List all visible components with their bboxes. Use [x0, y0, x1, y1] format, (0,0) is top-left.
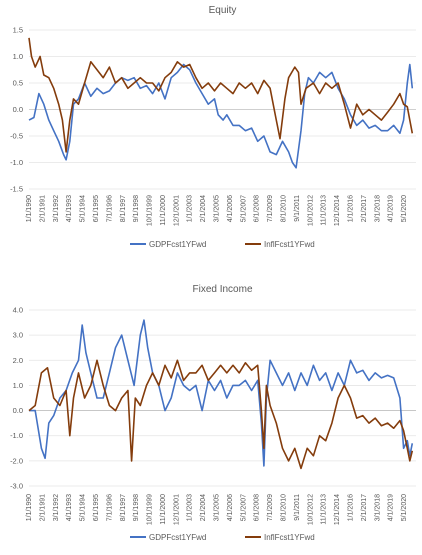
y-tick-label: 1.5 [13, 26, 23, 35]
y-tick-label: 0.0 [13, 105, 23, 114]
y-tick-label: 1.0 [13, 381, 23, 390]
x-tick-label: 4/1/2019 [388, 494, 395, 521]
y-tick-label: 2.0 [13, 356, 23, 365]
x-tick-label: 4/1/2006 [227, 494, 234, 521]
x-tick-label: 5/1/2020 [401, 195, 408, 222]
x-tick-label: 3/1/2005 [214, 494, 221, 521]
x-tick-label: 4/1/1993 [66, 195, 73, 222]
x-tick-label: 10/1/1999 [147, 494, 154, 525]
x-tick-label: 7/1/1996 [106, 494, 113, 521]
x-tick-label: 1/1/2003 [187, 494, 194, 521]
x-tick-label: 2/1/1991 [39, 195, 46, 222]
y-tick-label: 4.0 [13, 306, 23, 315]
x-tick-label: 9/1/2011 [294, 494, 301, 521]
x-tick-label: 9/1/2011 [294, 195, 301, 222]
y-tick-label: 0.5 [13, 79, 23, 88]
y-tick-label: -2.0 [10, 456, 23, 465]
y-tick-label: 0.0 [13, 406, 23, 415]
x-tick-label: 6/1/2008 [254, 494, 261, 521]
x-tick-label: 10/1/2012 [307, 195, 314, 226]
series-line-InflFcst1YFwd [28, 37, 414, 153]
chart-title: Fixed Income [192, 284, 252, 295]
legend-label: InflFcst1YFwd [264, 240, 315, 249]
x-tick-label: 8/1/2010 [280, 195, 287, 222]
x-tick-label: 11/1/2000 [160, 494, 167, 525]
x-tick-label: 5/1/2020 [401, 494, 408, 521]
x-tick-label: 3/1/2018 [374, 195, 381, 222]
x-tick-label: 3/1/1992 [53, 494, 60, 521]
x-tick-label: 2/1/2017 [361, 195, 368, 222]
series-line-GDPFcst1YFwd [29, 319, 414, 467]
x-tick-label: 2/1/2004 [200, 195, 207, 222]
x-tick-label: 12/1/2014 [334, 195, 341, 226]
x-tick-label: 11/1/2013 [321, 494, 328, 525]
x-tick-label: 10/1/1999 [147, 195, 154, 226]
legend-label: GDPFcst1YFwd [149, 240, 206, 249]
legend-label: GDPFcst1YFwd [149, 533, 206, 542]
y-tick-label: -1.0 [10, 158, 23, 167]
x-tick-label: 1/1/1990 [26, 195, 33, 222]
x-tick-label: 1/1/2016 [347, 494, 354, 521]
series-line-GDPFcst1YFwd [28, 63, 414, 169]
x-tick-label: 12/1/2001 [173, 195, 180, 226]
x-tick-label: 8/1/1997 [120, 494, 127, 521]
x-tick-label: 6/1/1995 [93, 494, 100, 521]
x-tick-label: 11/1/2000 [160, 195, 167, 226]
x-tick-label: 6/1/1995 [93, 195, 100, 222]
x-tick-label: 7/1/2009 [267, 195, 274, 222]
x-tick-label: 4/1/2006 [227, 195, 234, 222]
x-tick-label: 11/1/2013 [321, 195, 328, 226]
x-tick-label: 5/1/2007 [240, 494, 247, 521]
y-tick-label: -1.0 [10, 431, 23, 440]
chart-title: Equity [209, 5, 237, 16]
x-tick-label: 7/1/2009 [267, 494, 274, 521]
x-tick-label: 3/1/1992 [53, 195, 60, 222]
x-tick-label: 5/1/1994 [80, 494, 87, 521]
legend-label: InflFcst1YFwd [264, 533, 315, 542]
x-tick-label: 4/1/1993 [66, 494, 73, 521]
x-tick-label: 8/1/1997 [120, 195, 127, 222]
y-tick-label: 1.0 [13, 52, 23, 61]
x-tick-label: 5/1/1994 [80, 195, 87, 222]
x-tick-label: 5/1/2007 [240, 195, 247, 222]
x-tick-label: 12/1/2014 [334, 494, 341, 525]
x-tick-label: 9/1/1998 [133, 195, 140, 222]
x-tick-label: 1/1/1990 [26, 494, 33, 521]
y-tick-label: -3.0 [10, 482, 23, 491]
x-tick-label: 10/1/2012 [307, 494, 314, 525]
y-tick-label: -1.5 [10, 185, 23, 194]
x-tick-label: 2/1/1991 [39, 494, 46, 521]
x-tick-label: 8/1/2010 [280, 494, 287, 521]
y-tick-label: 3.0 [13, 331, 23, 340]
x-tick-label: 3/1/2005 [214, 195, 221, 222]
x-tick-label: 2/1/2004 [200, 494, 207, 521]
x-tick-label: 1/1/2016 [347, 195, 354, 222]
x-tick-label: 9/1/1998 [133, 494, 140, 521]
x-tick-label: 12/1/2001 [173, 494, 180, 525]
x-tick-label: 1/1/2003 [187, 195, 194, 222]
y-tick-label: -0.5 [10, 132, 23, 141]
x-tick-label: 2/1/2017 [361, 494, 368, 521]
series-line-InflFcst1YFwd [28, 359, 414, 470]
x-tick-label: 7/1/1996 [106, 195, 113, 222]
x-tick-label: 6/1/2008 [254, 195, 261, 222]
x-tick-label: 4/1/2019 [388, 195, 395, 222]
x-tick-label: 3/1/2018 [374, 494, 381, 521]
